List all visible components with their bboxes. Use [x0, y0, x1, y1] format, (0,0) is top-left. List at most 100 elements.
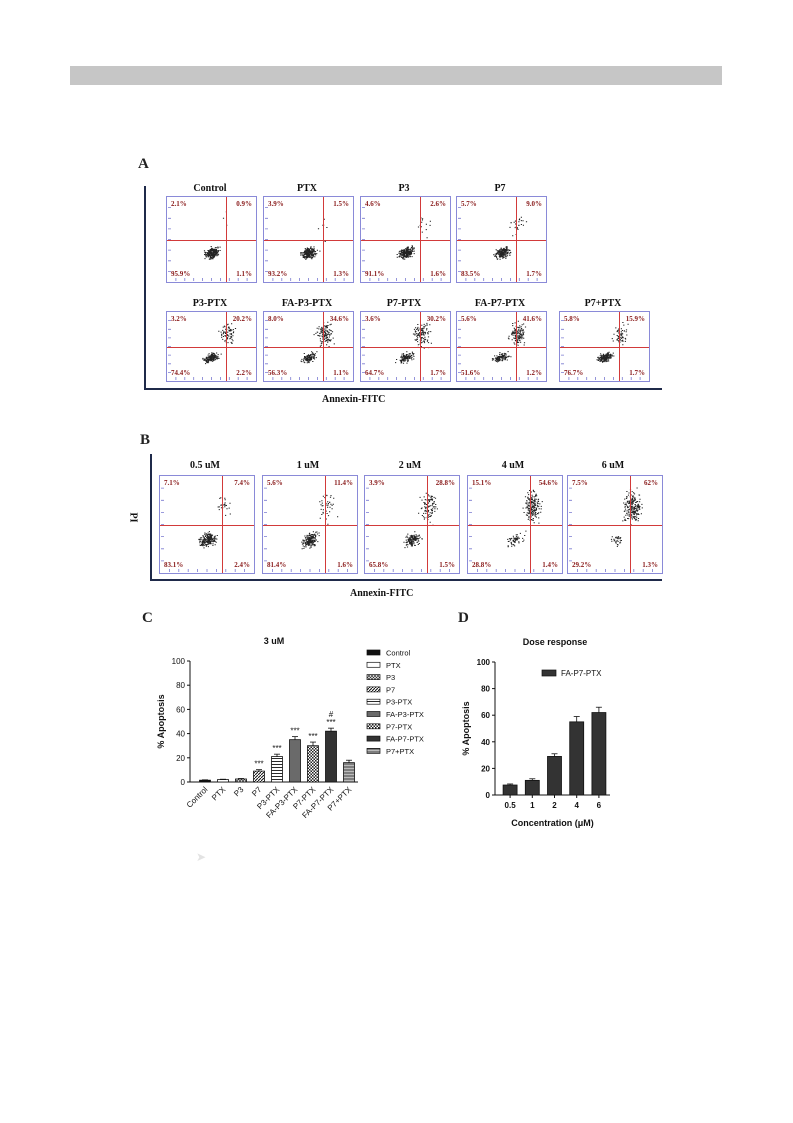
quadrant-h-gate [568, 525, 662, 526]
quadrant-upper-left-value: 2.1% [171, 200, 187, 208]
quadrant-upper-left-value: 15.1% [472, 479, 492, 487]
quadrant-upper-right-value: 54.6% [538, 479, 558, 487]
panel-d-letter: D [458, 610, 469, 626]
quadrant-upper-right-value: 9.0% [526, 200, 542, 208]
quadrant-lower-right-value: 1.6% [337, 561, 353, 569]
facs-dot-cloud [265, 207, 345, 281]
quadrant-h-gate [264, 240, 353, 241]
facs-events [396, 217, 431, 260]
page-header-bar [70, 66, 722, 85]
facs-dot-cloud [561, 320, 641, 380]
facs-plot-title: Control [193, 183, 227, 194]
quadrant-h-gate [167, 240, 256, 241]
facs-events [301, 494, 339, 550]
quadrant-v-gate [516, 312, 517, 381]
quadrant-v-gate [420, 312, 421, 381]
quadrant-upper-right-value: 30.2% [426, 315, 446, 323]
legend-label: PTX [386, 661, 401, 670]
facs-scatter-plot: 5.6% 11.4% 81.4% 1.6% [262, 475, 358, 574]
facs-scatter-plot: 3.9% 1.5% 93.2% 1.3% [263, 196, 354, 283]
panel-a-letter: A [138, 156, 149, 172]
y-tick-label: 0 [486, 791, 491, 800]
quadrant-lower-left-value: 91.1% [365, 270, 385, 278]
quadrant-lower-right-value: 1.1% [236, 270, 252, 278]
stray-mark: ➤ [196, 850, 207, 864]
facs-axis-ticks [458, 207, 538, 281]
quadrant-lower-left-value: 76.7% [564, 369, 584, 377]
facs-events [491, 320, 527, 363]
quadrant-v-gate [516, 197, 517, 282]
quadrant-lower-right-value: 1.3% [642, 561, 658, 569]
facs-scatter-plot: 7.1% 7.4% 83.1% 2.4% [159, 475, 255, 574]
x-tick-label: P3 [232, 785, 246, 799]
facs-events [203, 211, 228, 260]
quadrant-h-gate [361, 347, 450, 348]
y-tick-label: 40 [176, 730, 185, 739]
facs-scatter-plot: 3.9% 28.8% 65.8% 1.5% [364, 475, 460, 574]
quadrant-upper-right-value: 28.8% [435, 479, 455, 487]
facs-plot-title: 1 uM [296, 460, 320, 471]
legend-label: P7+PTX [386, 747, 414, 756]
x-tick-label: Control [185, 785, 210, 810]
facs-scatter-plot: 4.6% 2.6% 91.1% 1.6% [360, 196, 451, 283]
bar [217, 779, 229, 783]
quadrant-upper-right-value: 41.6% [522, 315, 542, 323]
quadrant-lower-right-value: 1.6% [430, 270, 446, 278]
quadrant-lower-left-value: 83.1% [164, 561, 184, 569]
facs-plot-title: 2 uM [398, 460, 422, 471]
y-tick-label: 40 [481, 738, 490, 747]
facs-axis-ticks [265, 320, 345, 380]
y-tick-label: 100 [477, 658, 491, 667]
legend-swatch [366, 698, 381, 705]
quadrant-upper-left-value: 7.1% [164, 479, 180, 487]
quadrant-upper-left-value: 5.6% [267, 479, 283, 487]
legend-label: P7 [386, 685, 395, 694]
facs-plot-title: PTX [297, 183, 317, 194]
x-tick-label: 6 [597, 801, 602, 810]
quadrant-v-gate [226, 197, 227, 282]
facs-events [198, 497, 231, 549]
quadrant-upper-left-value: 4.6% [365, 200, 381, 208]
quadrant-lower-right-value: 2.2% [236, 369, 252, 377]
bar [591, 712, 607, 796]
y-tick-label: 80 [176, 681, 185, 690]
facs-dot-cloud [168, 207, 248, 281]
facs-scatter-plot: 5.6% 41.6% 51.6% 1.2% [456, 311, 547, 382]
facs-scatter-plot: 7.5% 62% 29.2% 1.3% [567, 475, 663, 574]
legend-label: P3 [386, 673, 395, 682]
quadrant-lower-left-value: 28.8% [472, 561, 492, 569]
quadrant-upper-right-value: 34.6% [329, 315, 349, 323]
legend-swatch [366, 748, 381, 754]
quadrant-v-gate [427, 476, 428, 573]
facs-axis-ticks [168, 207, 248, 281]
facs-axis-ticks [366, 487, 450, 572]
quadrant-upper-right-value: 11.4% [334, 479, 353, 487]
quadrant-v-gate [619, 312, 620, 381]
facs-axis-ticks [469, 487, 553, 572]
bar [325, 730, 337, 783]
bar [199, 779, 211, 783]
quadrant-lower-left-value: 64.7% [365, 369, 385, 377]
facs-plot-title: 6 uM [601, 460, 625, 471]
facs-events [610, 487, 643, 547]
quadrant-lower-right-value: 1.4% [542, 561, 558, 569]
legend-swatch [366, 723, 381, 730]
quadrant-h-gate [263, 525, 357, 526]
bar [502, 784, 518, 796]
bar [547, 756, 562, 796]
quadrant-h-gate [361, 240, 450, 241]
facs-events [507, 489, 543, 548]
quadrant-v-gate [323, 197, 324, 282]
quadrant-upper-left-value: 3.6% [365, 315, 381, 323]
facs-axis-ticks [265, 207, 345, 281]
x-tick-label: 0.5 [505, 801, 517, 810]
quadrant-upper-right-value: 7.4% [234, 479, 250, 487]
quadrant-v-gate [420, 197, 421, 282]
y-tick-label: 100 [172, 657, 186, 666]
facs-events [300, 321, 335, 364]
quadrant-h-gate [365, 525, 459, 526]
facs-events [395, 322, 432, 364]
bar [289, 739, 301, 783]
quadrant-lower-right-value: 1.3% [333, 270, 349, 278]
panel-b-x-label: Annexin-FITC [350, 588, 414, 599]
